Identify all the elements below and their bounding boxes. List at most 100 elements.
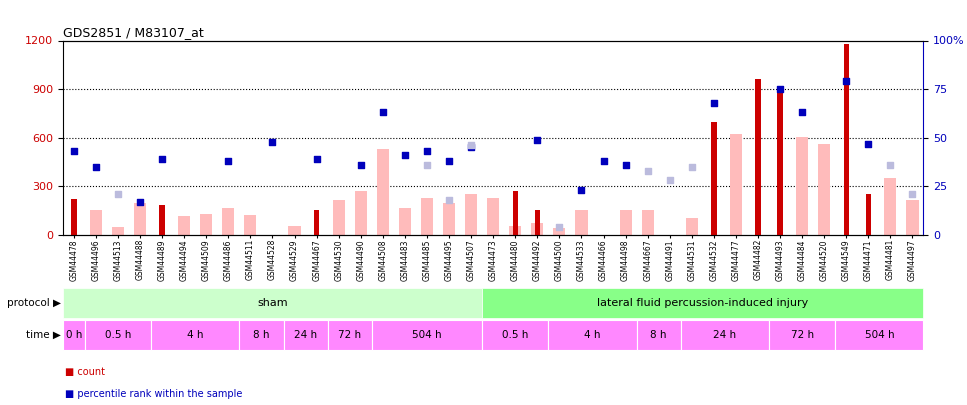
Bar	[531, 223, 543, 235]
Point	[463, 144, 479, 151]
Text: protocol ▶: protocol ▶	[7, 298, 61, 308]
Point	[353, 162, 368, 168]
Bar	[314, 210, 319, 235]
Bar	[134, 203, 146, 235]
Point	[573, 187, 589, 194]
Text: GDS2851 / M83107_at: GDS2851 / M83107_at	[63, 26, 204, 39]
Text: 4 h: 4 h	[584, 330, 601, 340]
Bar	[398, 208, 411, 235]
Point	[155, 156, 170, 162]
Bar	[377, 149, 389, 235]
Bar	[818, 144, 831, 235]
Point	[618, 162, 633, 168]
Bar	[686, 218, 698, 235]
Bar	[355, 191, 366, 235]
Bar	[796, 137, 808, 235]
Bar	[681, 320, 769, 350]
Bar	[421, 198, 433, 235]
Point	[773, 86, 788, 92]
Point	[861, 140, 876, 147]
Bar	[755, 79, 761, 235]
Bar	[112, 227, 124, 235]
Bar	[575, 210, 588, 235]
Text: 504 h: 504 h	[864, 330, 894, 340]
Point	[397, 152, 413, 158]
Text: 504 h: 504 h	[412, 330, 442, 340]
Text: 72 h: 72 h	[791, 330, 813, 340]
Point	[265, 139, 280, 145]
Bar	[865, 194, 871, 235]
Bar	[535, 210, 540, 235]
Bar	[465, 194, 477, 235]
Bar	[283, 320, 328, 350]
Text: 0.5 h: 0.5 h	[502, 330, 528, 340]
Point	[640, 168, 656, 174]
Text: 8 h: 8 h	[651, 330, 667, 340]
Bar	[328, 320, 371, 350]
Point	[132, 198, 148, 205]
Bar	[245, 215, 256, 235]
Bar	[151, 320, 240, 350]
Bar	[711, 122, 717, 235]
Bar	[443, 202, 455, 235]
Bar	[72, 199, 76, 235]
Bar	[160, 205, 165, 235]
Point	[66, 148, 81, 155]
Text: 24 h: 24 h	[294, 330, 317, 340]
Text: 72 h: 72 h	[338, 330, 362, 340]
Bar	[85, 320, 151, 350]
Text: 24 h: 24 h	[714, 330, 737, 340]
Text: 8 h: 8 h	[253, 330, 270, 340]
Point	[794, 109, 809, 116]
Bar	[487, 198, 499, 235]
Point	[441, 197, 456, 203]
Text: time ▶: time ▶	[26, 330, 61, 340]
Bar	[906, 200, 919, 235]
Bar	[641, 210, 654, 235]
Bar	[288, 226, 301, 235]
Bar	[483, 288, 923, 318]
Point	[375, 109, 391, 116]
Bar	[730, 134, 742, 235]
Text: 0 h: 0 h	[66, 330, 82, 340]
Point	[551, 224, 567, 230]
Bar	[884, 178, 896, 235]
Bar	[769, 320, 835, 350]
Text: ■ percentile rank within the sample: ■ percentile rank within the sample	[65, 389, 242, 399]
Point	[88, 164, 103, 170]
Point	[706, 100, 721, 106]
Text: ■ count: ■ count	[65, 367, 104, 377]
Bar	[63, 288, 483, 318]
Bar	[513, 191, 518, 235]
Point	[220, 158, 236, 164]
Bar	[835, 320, 923, 350]
Text: lateral fluid percussion-induced injury: lateral fluid percussion-induced injury	[598, 298, 808, 308]
Point	[662, 177, 678, 184]
Point	[420, 162, 435, 168]
Bar	[200, 214, 213, 235]
Bar	[483, 320, 548, 350]
Point	[684, 164, 699, 170]
Text: 4 h: 4 h	[187, 330, 203, 340]
Bar	[222, 208, 234, 235]
Bar	[510, 226, 521, 235]
Text: sham: sham	[257, 298, 288, 308]
Point	[110, 191, 126, 197]
Bar	[371, 320, 483, 350]
Point	[596, 158, 611, 164]
Point	[441, 158, 456, 164]
Bar	[178, 216, 190, 235]
Point	[530, 136, 545, 143]
Bar	[63, 320, 85, 350]
Bar	[553, 228, 566, 235]
Bar	[843, 44, 849, 235]
Bar	[240, 320, 283, 350]
Point	[308, 156, 324, 162]
Bar	[777, 87, 782, 235]
Point	[883, 162, 898, 168]
Point	[420, 148, 435, 155]
Text: 0.5 h: 0.5 h	[104, 330, 132, 340]
Bar	[620, 210, 631, 235]
Point	[838, 78, 854, 85]
Point	[905, 191, 921, 197]
